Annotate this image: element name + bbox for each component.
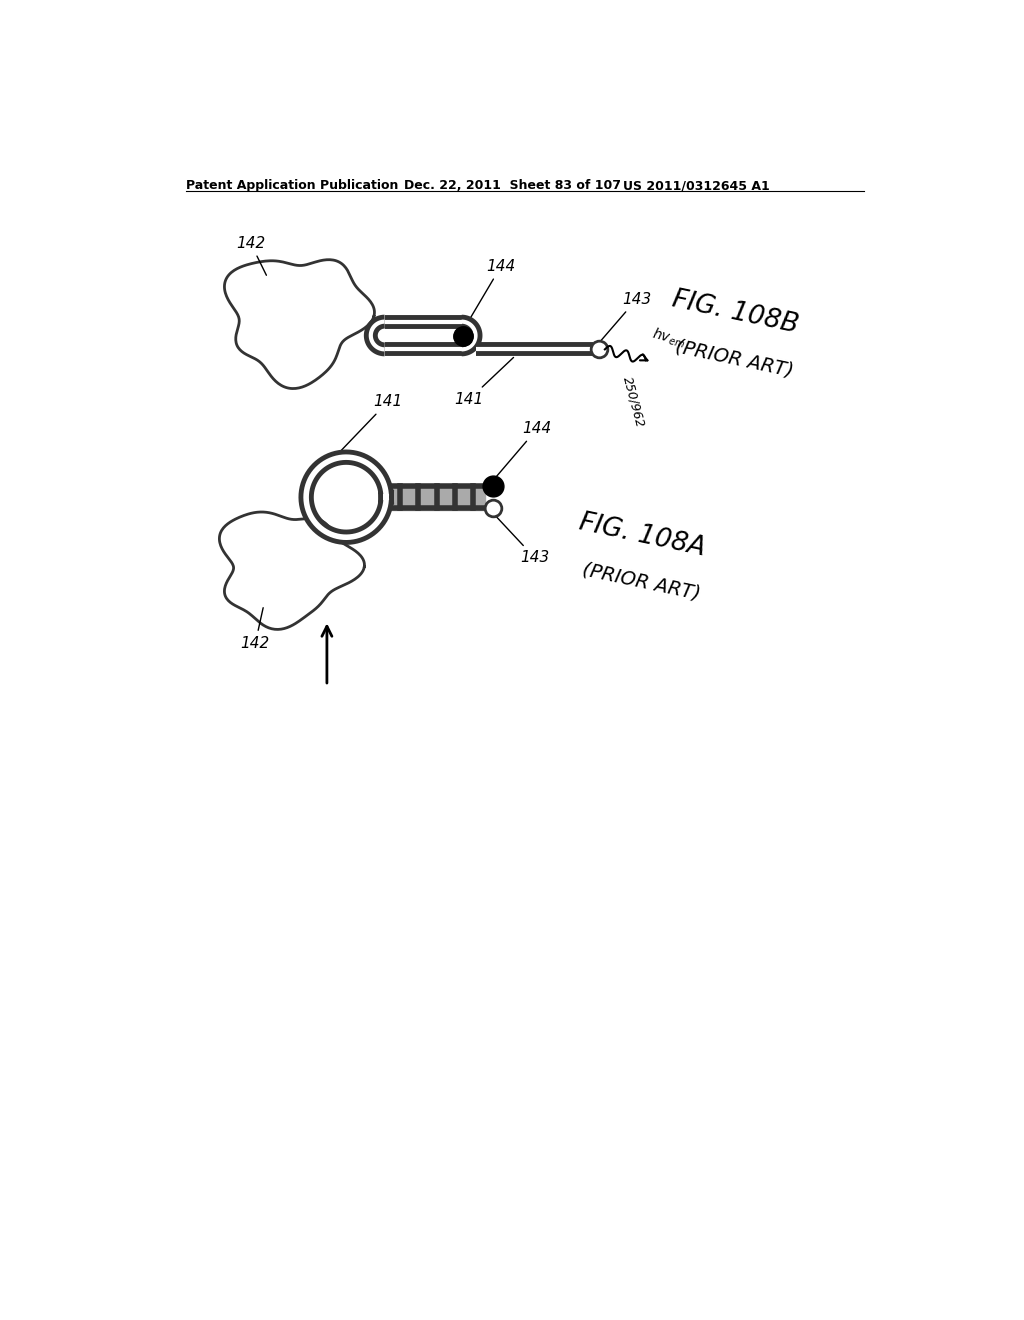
- Polygon shape: [219, 512, 365, 630]
- Text: 143: 143: [600, 292, 651, 341]
- Polygon shape: [224, 260, 375, 388]
- Text: 144: 144: [465, 259, 515, 327]
- Text: 143: 143: [496, 515, 550, 565]
- Text: (PRIOR ART): (PRIOR ART): [674, 337, 795, 380]
- Bar: [386, 484, 484, 510]
- Text: Dec. 22, 2011  Sheet 83 of 107: Dec. 22, 2011 Sheet 83 of 107: [403, 180, 621, 193]
- Text: 142: 142: [241, 607, 270, 651]
- Text: 141: 141: [340, 395, 402, 451]
- Text: FIG. 108A: FIG. 108A: [578, 510, 709, 562]
- Text: FIG. 108B: FIG. 108B: [670, 286, 801, 338]
- Text: 142: 142: [237, 236, 266, 276]
- Text: (PRIOR ART): (PRIOR ART): [581, 560, 702, 603]
- Text: 141: 141: [455, 358, 514, 407]
- Text: 144: 144: [495, 421, 552, 478]
- Text: hv$_{em}$: hv$_{em}$: [649, 326, 687, 351]
- Text: 250/962: 250/962: [621, 375, 646, 429]
- Text: US 2011/0312645 A1: US 2011/0312645 A1: [624, 180, 770, 193]
- Text: Patent Application Publication: Patent Application Publication: [186, 180, 398, 193]
